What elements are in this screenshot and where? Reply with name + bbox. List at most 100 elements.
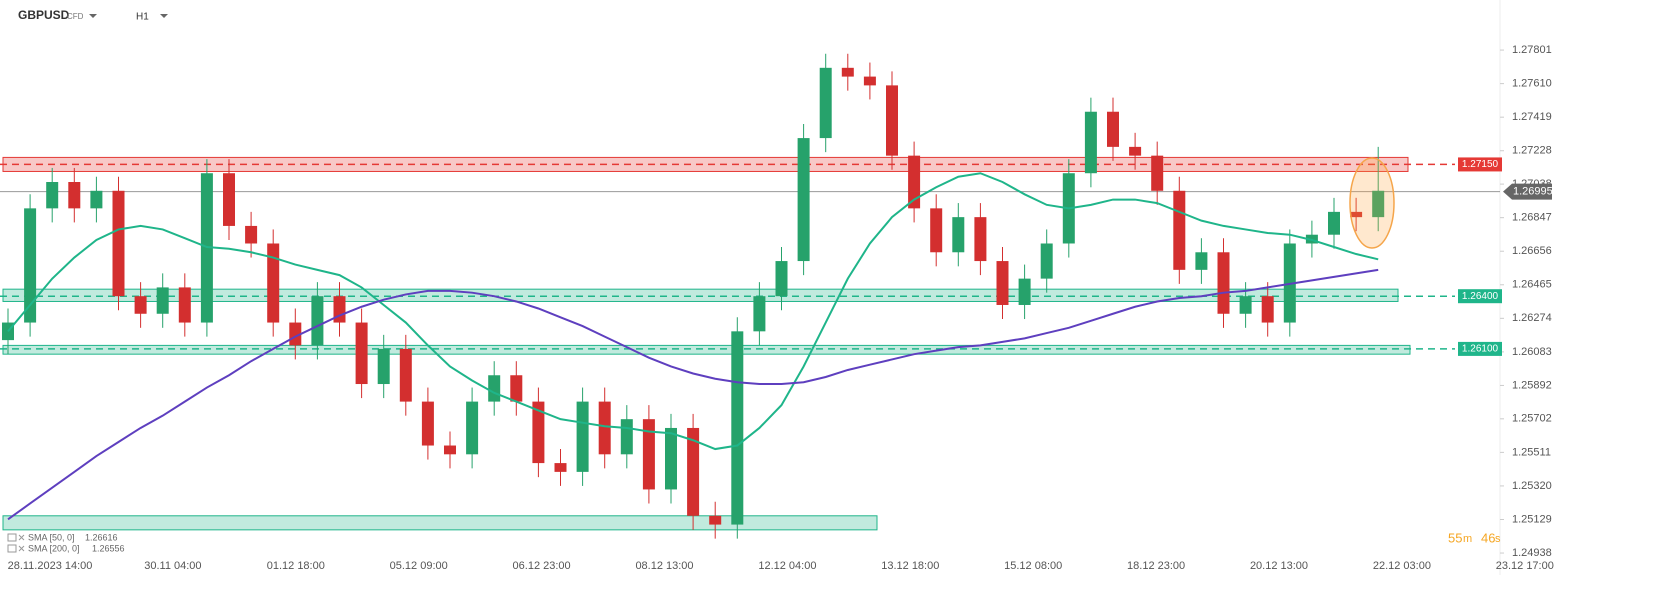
y-tick-label: 1.26656 bbox=[1512, 245, 1552, 257]
candle-body bbox=[377, 348, 390, 385]
candle-body bbox=[289, 322, 302, 346]
candle-body bbox=[24, 208, 37, 323]
zone bbox=[2, 156, 1409, 172]
x-tick-label: 06.12 23:00 bbox=[513, 560, 571, 572]
candle-body bbox=[642, 419, 655, 490]
candle-body bbox=[974, 217, 987, 262]
candle-body bbox=[510, 375, 523, 402]
x-tick-label: 15.12 08:00 bbox=[1004, 560, 1062, 572]
y-tick-label: 1.25129 bbox=[1512, 513, 1552, 525]
level-label: 1.27150 bbox=[1462, 159, 1499, 170]
candle-body bbox=[223, 173, 235, 226]
y-tick-label: 1.25511 bbox=[1512, 446, 1551, 458]
x-tick-label: 20.12 13:00 bbox=[1250, 560, 1308, 572]
candle-body bbox=[687, 427, 700, 516]
candle-body bbox=[952, 217, 965, 253]
candle-body bbox=[1018, 278, 1031, 305]
legend-icon bbox=[7, 544, 17, 553]
y-tick-label: 1.25702 bbox=[1512, 413, 1552, 425]
candle-body bbox=[1195, 252, 1208, 270]
x-tick-label: 18.12 23:00 bbox=[1127, 560, 1185, 572]
candle-body bbox=[46, 182, 59, 209]
candle-body bbox=[908, 155, 921, 209]
candle-body bbox=[1239, 296, 1252, 314]
x-tick-label: 28.11.2023 14:00 bbox=[8, 560, 93, 572]
candle-body bbox=[466, 401, 479, 455]
candle-body bbox=[311, 296, 324, 346]
zone bbox=[2, 288, 1399, 302]
y-tick-label: 1.25320 bbox=[1512, 480, 1552, 492]
legend-name: SMA [50, 0] bbox=[28, 532, 75, 542]
candle-body bbox=[112, 190, 125, 297]
candle-body bbox=[576, 401, 589, 472]
legend-name: SMA [200, 0] bbox=[28, 543, 80, 553]
level-box bbox=[1458, 157, 1502, 172]
level-label: 1.26400 bbox=[1462, 291, 1499, 302]
candle-body bbox=[731, 331, 744, 525]
y-tick-label: 1.27228 bbox=[1512, 145, 1552, 157]
candle-body bbox=[90, 190, 103, 209]
x-tick-label: 30.11 04:00 bbox=[144, 560, 201, 572]
y-tick-label: 1.27419 bbox=[1512, 111, 1552, 123]
dropdown-arrow[interactable] bbox=[89, 14, 97, 18]
legend-close bbox=[18, 534, 25, 541]
x-tick-label: 05.12 09:00 bbox=[390, 560, 448, 572]
legend-value: 1.26556 bbox=[92, 543, 125, 553]
candle-body bbox=[1129, 146, 1142, 156]
candle-body bbox=[532, 401, 545, 464]
x-tick-label: 23.12 17:00 bbox=[1496, 560, 1554, 572]
candle-body bbox=[68, 182, 81, 209]
candle-body bbox=[355, 322, 368, 385]
legend-close bbox=[18, 545, 25, 552]
candle-body bbox=[399, 348, 412, 402]
timeframe[interactable]: H1 bbox=[136, 12, 149, 23]
level-box bbox=[1458, 341, 1502, 356]
dropdown-arrow[interactable] bbox=[160, 14, 168, 18]
candle-body bbox=[797, 138, 810, 262]
y-tick-label: 1.27610 bbox=[1512, 78, 1552, 90]
candle-body bbox=[1040, 243, 1053, 279]
candle-body bbox=[1151, 155, 1164, 191]
zone bbox=[2, 344, 1411, 355]
level-box bbox=[1458, 289, 1502, 304]
sma-line bbox=[7, 172, 1379, 451]
candle-body bbox=[1350, 211, 1363, 218]
candle-body bbox=[1261, 296, 1274, 323]
candle-body bbox=[709, 515, 722, 525]
candle-body bbox=[554, 463, 567, 472]
highlight-ellipse bbox=[1349, 157, 1395, 249]
last-price-box bbox=[1503, 183, 1552, 200]
level-label: 1.26100 bbox=[1462, 344, 1499, 355]
symbol[interactable]: GBPUSD bbox=[18, 8, 70, 22]
candle-body bbox=[1173, 190, 1186, 270]
last-price-label: 1.26995 bbox=[1513, 186, 1553, 198]
candle-body bbox=[620, 419, 633, 455]
candle-body bbox=[178, 287, 191, 323]
candle-body bbox=[996, 261, 1009, 305]
y-tick-label: 1.26465 bbox=[1512, 279, 1552, 291]
x-tick-label: 08.12 13:00 bbox=[635, 560, 693, 572]
sma-line bbox=[7, 268, 1379, 521]
candle-body bbox=[488, 375, 501, 402]
y-tick-label: 1.26847 bbox=[1512, 212, 1552, 224]
y-tick-label: 1.27801 bbox=[1512, 44, 1552, 56]
candle-body bbox=[1372, 190, 1385, 218]
candle-body bbox=[863, 76, 876, 86]
candle-body bbox=[1107, 111, 1119, 147]
candle-body bbox=[819, 67, 832, 139]
timer-part: s bbox=[1495, 533, 1501, 545]
legend-value: 1.26616 bbox=[85, 532, 118, 542]
legend-icon bbox=[7, 533, 17, 542]
candle-body bbox=[753, 296, 766, 332]
candle-body bbox=[598, 401, 611, 455]
candle-body bbox=[1084, 111, 1097, 174]
candle-body bbox=[444, 445, 456, 455]
candle-body bbox=[930, 208, 943, 253]
candle-body bbox=[841, 67, 854, 77]
candle-body bbox=[1217, 252, 1230, 314]
y-tick-label: 1.24938 bbox=[1512, 547, 1552, 559]
candle-body bbox=[267, 243, 280, 323]
x-tick-label: 13.12 18:00 bbox=[881, 560, 939, 572]
candle-body bbox=[665, 427, 677, 490]
